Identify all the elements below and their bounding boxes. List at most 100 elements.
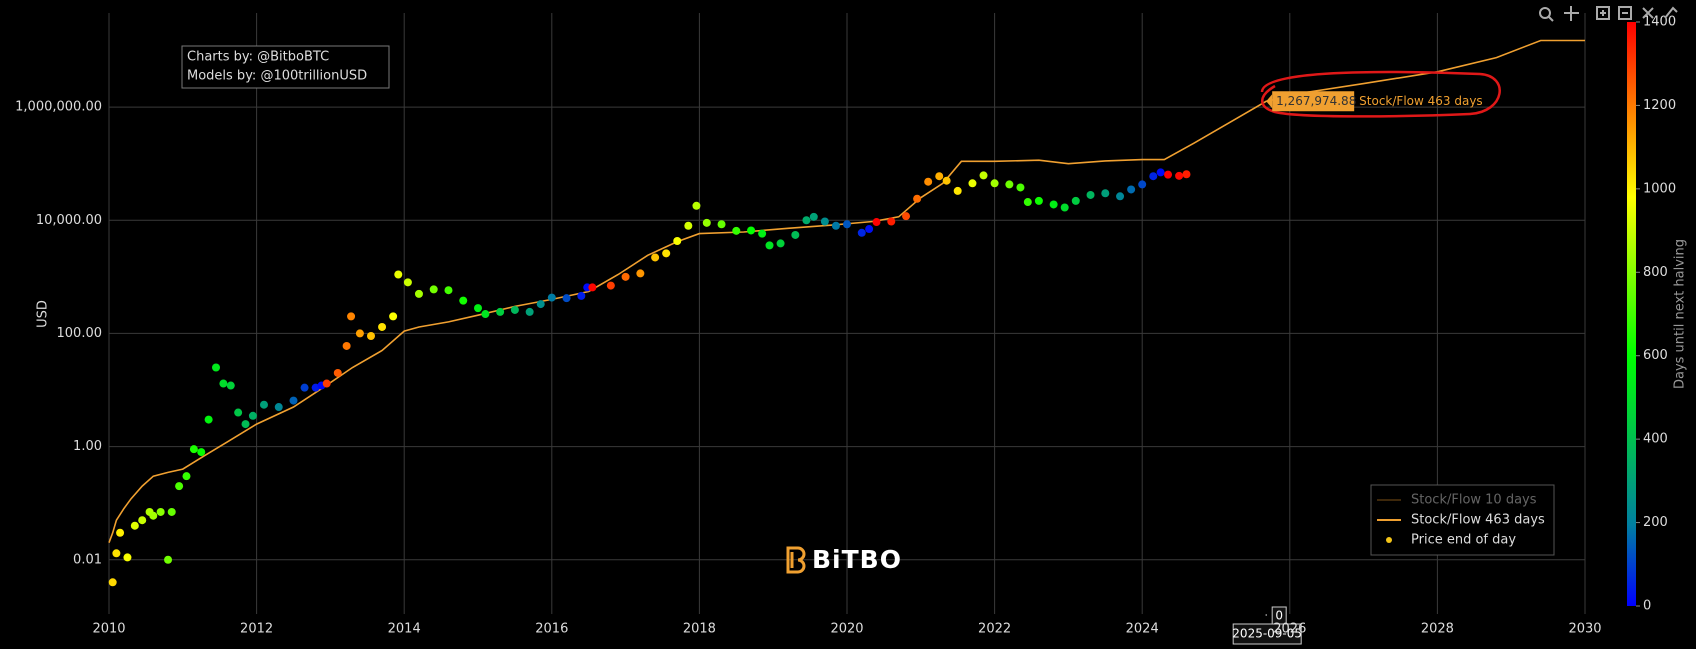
colorbar-tick-label: 1000 [1643,181,1676,196]
x-tick-label: 2016 [535,622,568,637]
price-point [902,212,911,221]
price-point [259,400,268,409]
price-point [481,310,490,319]
price-point [204,415,213,424]
x-tick-label: 2028 [1421,622,1454,637]
price-point [496,307,505,316]
x-tick-label: 2022 [978,622,1011,637]
price-point [547,293,556,302]
price-point [935,172,944,181]
price-point [924,177,933,186]
price-point [219,379,228,388]
price-point [1023,198,1032,207]
price-point [378,322,387,331]
price-point [333,368,342,377]
annotation: Charts by: @BitboBTC [187,50,329,65]
price-point [234,408,243,417]
price-point [1034,196,1043,205]
price-point [887,217,896,226]
price-point [953,186,962,195]
price-point [621,272,630,281]
colorbar-tick-label: 600 [1643,348,1668,363]
logo: BiTBO [786,545,902,574]
tooltip-box [1272,91,1355,112]
price-point [112,549,121,558]
price-point [809,212,818,221]
hover-days-label: 0 [1275,609,1283,623]
price-point [968,179,977,188]
price-point [189,445,198,454]
annotation-box [181,45,390,89]
price-point [1116,192,1125,201]
x-tick-label: 2020 [830,622,863,637]
legend-label[interactable]: Price end of day [1411,533,1516,548]
price-point [692,201,701,210]
modebar[interactable] [1539,6,1678,22]
price-point [444,286,453,295]
price-point [747,226,756,235]
price-point [164,555,173,564]
price-point [913,194,922,203]
logo-text: BiTBO [812,545,902,574]
price-point [156,507,165,516]
y-tick-label: 1.00 [73,439,102,454]
price-point [1156,168,1165,177]
x-tick-label: 2024 [1126,622,1159,637]
model-line [108,39,1585,543]
colorbar-tick-label: 0 [1643,599,1651,614]
tooltip-pointer [1266,94,1273,109]
price-point [1071,196,1080,205]
price-point [116,528,125,537]
price-point [274,403,283,412]
price-point [732,226,741,235]
hover-x-label: 2025-09-05 [1232,627,1302,641]
price-point [717,220,726,229]
price-point [510,305,519,314]
price-point [1049,200,1058,209]
price-point [212,363,221,372]
colorbar-tick-label: 400 [1643,432,1668,447]
price-point [1164,170,1173,179]
price-point [1182,170,1191,179]
price-point [865,225,874,234]
price-point [1149,172,1158,181]
price-point [606,281,615,290]
price-point [843,220,851,229]
hover-days-box [1271,606,1287,625]
price-point [167,507,176,516]
y-tick-label: 1,000,000.00 [15,100,102,115]
price-point [1175,171,1184,180]
price-point [342,341,351,350]
x-tick-label: 2030 [1568,622,1601,637]
price-point [289,396,298,405]
legend-label[interactable]: Stock/Flow 10 days [1411,493,1537,508]
price-point [791,230,800,239]
price-point [831,221,840,230]
highlight-ellipse [1260,70,1501,118]
price-point [758,229,767,238]
y-axis-label: USD [36,300,51,328]
price-point [123,553,132,562]
price-point [776,239,785,248]
legend: Stock/Flow 10 days Stock/Flow 463 days Pri… [1377,493,1545,548]
x-tick-label: 2014 [388,622,421,637]
price-point [394,270,403,279]
legend-label[interactable]: Stock/Flow 463 days [1411,513,1545,528]
price-point [474,304,482,313]
colorbar-ticks: 0 200 400 600 800 1000 1200 1400 [1636,15,1676,614]
price-point [175,482,184,491]
x-tick-label: 2018 [683,622,716,637]
price-point [355,329,364,338]
price-point [414,289,423,298]
price-point [1127,185,1136,194]
price-point [182,472,191,481]
colorbar-tick-label: 1200 [1643,98,1676,113]
price-point [765,241,774,250]
price-point [226,381,235,390]
price-point [1101,189,1110,198]
legend-symbol [1386,537,1392,543]
y-tick-label: 10,000.00 [36,213,102,228]
colorbar-tick-label: 200 [1643,515,1668,530]
price-point [820,217,829,226]
